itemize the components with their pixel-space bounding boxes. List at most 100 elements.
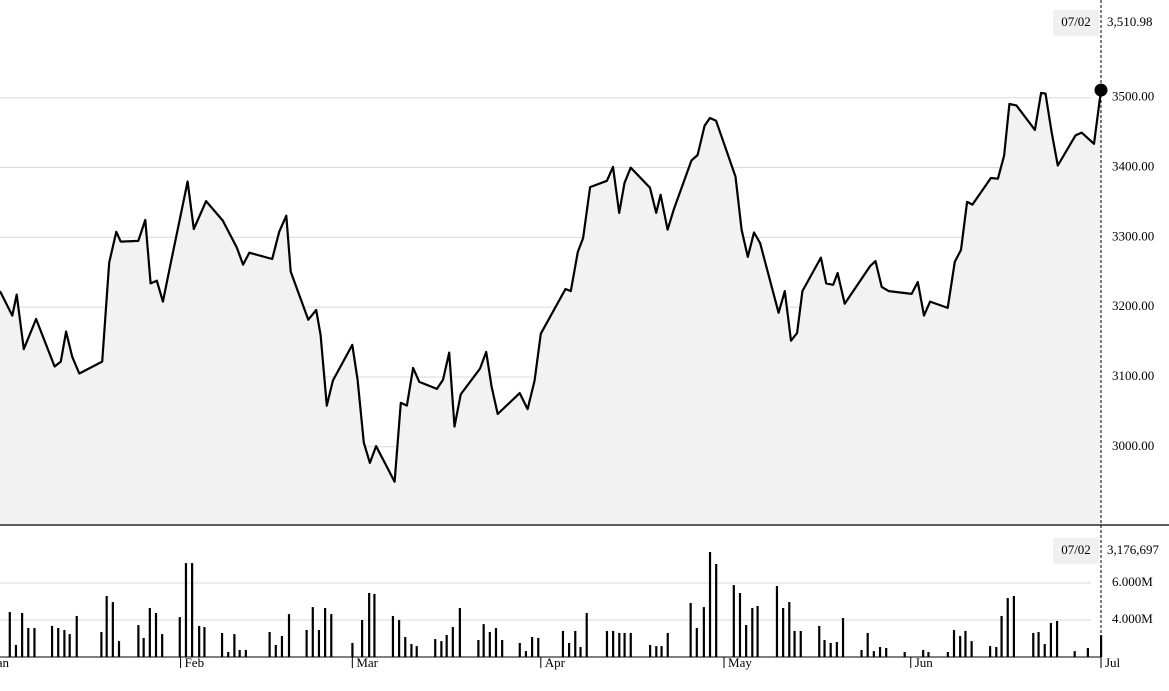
volume-bar <box>220 632 224 657</box>
volume-bar <box>1032 632 1035 657</box>
volume-bar <box>477 639 480 657</box>
volume-bar <box>494 627 498 657</box>
volume-bar <box>829 642 832 657</box>
volume-bar <box>574 630 577 657</box>
volume-bar <box>666 632 669 657</box>
volume-bar <box>970 641 973 657</box>
x-tick-label: Jun <box>915 655 934 670</box>
volume-bar <box>922 649 925 657</box>
volume-bar <box>660 646 663 657</box>
cursor-date-box <box>1053 538 1099 564</box>
volume-bar <box>605 630 609 657</box>
volume-bar <box>280 635 284 657</box>
volume-bar <box>415 646 418 657</box>
volume-bar <box>137 625 140 657</box>
volume-bar <box>238 649 241 657</box>
volume-bar <box>178 617 181 657</box>
volume-bar <box>618 632 621 657</box>
volume-bar <box>458 608 461 657</box>
volume-bar <box>203 627 206 657</box>
volume-bar <box>161 634 164 657</box>
volume-bar <box>268 632 271 657</box>
volume-bar <box>361 620 364 657</box>
volume-bar <box>233 634 236 657</box>
x-tick-label: Feb <box>185 655 205 670</box>
volume-bar <box>100 632 103 657</box>
volume-bar <box>952 630 956 657</box>
volume-bar <box>191 563 194 657</box>
volume-bar <box>117 641 121 657</box>
volume-bar <box>756 605 759 657</box>
y-tick-label: 3000.00 <box>1112 438 1154 453</box>
volume-bar <box>142 637 145 657</box>
volume-bar <box>585 613 588 657</box>
volume-bar <box>612 630 615 657</box>
y-tick-label: 6.000M <box>1112 574 1153 589</box>
volume-bar <box>27 627 30 657</box>
cursor-value: 3,176,697 <box>1107 542 1160 557</box>
volume-bar <box>317 630 321 657</box>
volume-bar <box>8 612 11 657</box>
y-tick-label: 3500.00 <box>1112 89 1154 104</box>
volume-bar <box>878 647 882 657</box>
volume-bar <box>404 637 407 657</box>
volume-bar <box>860 649 863 657</box>
volume-bar <box>964 630 967 657</box>
volume-bar <box>398 620 401 657</box>
volume-bar <box>629 632 632 657</box>
volume-bar <box>623 632 626 657</box>
volume-bar <box>105 595 108 657</box>
volume-bar <box>708 551 712 657</box>
volume-bar <box>579 647 582 657</box>
volume-bar <box>799 630 802 657</box>
volume-bar <box>410 644 413 657</box>
volume-bar <box>689 603 692 657</box>
volume-bar <box>391 615 395 657</box>
y-tick-label: 3300.00 <box>1112 228 1154 243</box>
volume-bar <box>287 614 291 657</box>
volume-bar <box>33 627 36 657</box>
volume-bar <box>885 647 888 657</box>
cursor-value: 3,510.98 <box>1107 14 1153 29</box>
volume-bar <box>1049 622 1052 657</box>
volume-bar <box>440 641 443 657</box>
volume-bar <box>68 634 71 657</box>
volume-bar <box>1037 632 1040 657</box>
volume-bar <box>1000 615 1003 657</box>
volume-bar <box>995 647 998 657</box>
volume-bar <box>1055 620 1059 657</box>
volume-bar <box>524 651 528 657</box>
volume-bar <box>655 646 658 657</box>
volume-bar <box>501 639 504 657</box>
volume-bar <box>788 602 791 657</box>
volume-bar <box>946 652 949 657</box>
volume-bar <box>567 642 571 657</box>
volume-bar <box>959 635 962 657</box>
volume-bar <box>14 644 18 657</box>
volume-bar <box>305 630 308 657</box>
cursor-date-box <box>1053 10 1099 36</box>
volume-bar <box>835 642 838 657</box>
volume-bar <box>989 646 992 657</box>
volume-bar <box>445 635 448 657</box>
volume-bar <box>50 625 54 657</box>
volume-bar <box>841 617 845 657</box>
volume-bar <box>793 630 796 657</box>
volume-bar <box>148 608 151 657</box>
volume-bar <box>1073 651 1076 657</box>
y-tick-label: 3200.00 <box>1112 298 1154 313</box>
volume-bar <box>488 632 491 657</box>
x-tick-label: Apr <box>545 655 566 670</box>
volume-bar <box>561 630 565 657</box>
volume-bar <box>111 602 114 657</box>
area <box>0 90 1101 525</box>
volume-bar <box>373 593 376 657</box>
y-tick-label: 3100.00 <box>1112 368 1154 383</box>
volume-bar <box>154 613 158 657</box>
volume-bar <box>198 625 201 657</box>
y-tick-label: 3400.00 <box>1112 159 1154 174</box>
volume-bar <box>927 652 930 657</box>
volume-bar <box>872 651 875 657</box>
volume-bar <box>903 652 906 657</box>
